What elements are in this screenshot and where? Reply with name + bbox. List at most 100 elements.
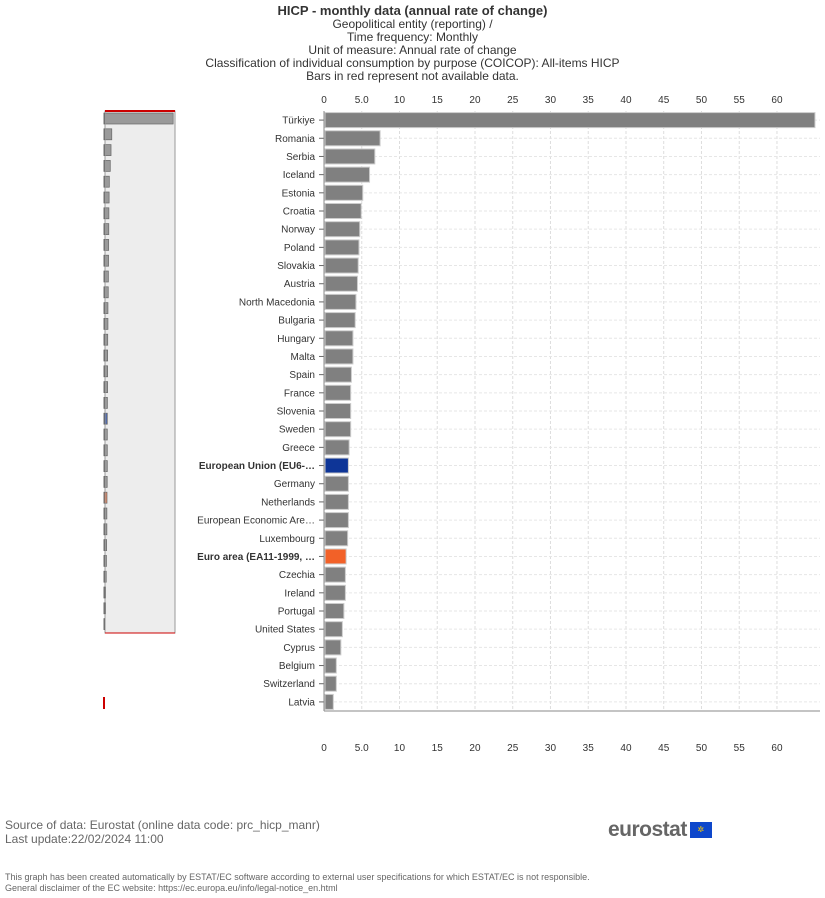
category-label: United States — [255, 625, 315, 636]
navigator-bar — [103, 223, 110, 235]
tick-label: 30 — [545, 95, 557, 106]
category-label: European Economic Are… — [197, 516, 315, 527]
chart-subtitle: Time frequency: Monthly — [347, 30, 478, 44]
tick-label: 20 — [469, 95, 481, 106]
bar — [324, 566, 346, 583]
tick-label: 50 — [696, 743, 708, 754]
bar — [324, 603, 345, 619]
bar — [324, 548, 347, 565]
navigator-window[interactable] — [104, 110, 176, 634]
category-label: Slovakia — [277, 261, 315, 272]
navigator-bar — [103, 397, 108, 409]
eurostat-logo: eurostat ✲ — [608, 818, 712, 842]
category-label: Hungary — [277, 334, 315, 345]
bar — [324, 257, 359, 274]
category-label: Türkiye — [282, 116, 315, 127]
tick-label: 55 — [734, 743, 746, 754]
category-label: Greece — [282, 443, 315, 454]
chart-subtitle: Geopolitical entity (reporting) / — [332, 17, 493, 31]
bar — [324, 275, 358, 292]
category-label: European Union (EU6-… — [199, 461, 315, 472]
bar — [324, 457, 349, 474]
tick-label: 10 — [394, 95, 406, 106]
category-label: Norway — [281, 225, 315, 236]
navigator-bar — [103, 254, 109, 267]
navigator-bar — [103, 128, 113, 141]
bar — [324, 675, 337, 692]
tick-label: 0 — [321, 95, 327, 106]
tick-label: 60 — [771, 743, 783, 754]
tick-label: 25 — [507, 95, 519, 106]
chart-subtitle: Classification of individual consumption… — [205, 56, 620, 70]
bar — [324, 493, 349, 510]
category-label: Iceland — [283, 170, 315, 181]
source-text: Source of data: Eurostat (online data co… — [5, 818, 320, 832]
logo-text: eurostat — [608, 818, 687, 841]
chart-subtitle: Unit of measure: Annual rate of change — [308, 43, 517, 57]
bar — [324, 312, 356, 329]
navigator-bar — [103, 460, 108, 472]
bar — [324, 293, 357, 310]
category-label: Germany — [274, 479, 315, 490]
tick-label: 45 — [658, 743, 670, 754]
tick-label: 25 — [507, 743, 519, 754]
bar — [324, 421, 352, 438]
category-label: Poland — [284, 243, 315, 254]
bar — [324, 221, 361, 238]
bar — [324, 530, 349, 547]
navigator-bar — [103, 302, 109, 314]
bar — [324, 657, 337, 674]
navigator-bar — [103, 239, 110, 251]
category-label: Switzerland — [263, 679, 315, 690]
bar — [324, 693, 334, 710]
tick-label: 40 — [620, 743, 632, 754]
navigator-bar — [103, 365, 108, 378]
category-label: Portugal — [278, 607, 315, 618]
bar — [324, 184, 364, 201]
disclaimer: This graph has been created automaticall… — [5, 872, 590, 882]
navigator-bar — [103, 191, 110, 204]
last-update: Last update:22/02/2024 11:00 — [5, 832, 164, 846]
bar — [324, 239, 360, 256]
category-label: Cyprus — [283, 643, 315, 654]
category-label: North Macedonia — [239, 297, 316, 308]
bar — [324, 512, 349, 529]
navigator-bar — [103, 175, 110, 188]
bar — [324, 330, 354, 347]
tick-label: 0 — [321, 743, 327, 754]
navigator-bar — [103, 428, 108, 441]
bar — [324, 475, 349, 492]
navigator-bar — [103, 270, 109, 283]
bar — [324, 112, 816, 129]
bar — [324, 403, 352, 419]
category-label: Netherlands — [261, 497, 315, 508]
category-label: Slovenia — [277, 407, 316, 418]
navigator-bar — [103, 444, 108, 457]
category-label: Estonia — [282, 188, 316, 199]
tick-label: 55 — [734, 95, 746, 106]
bar — [324, 639, 342, 656]
navigator-bar — [103, 112, 174, 125]
navigator-bar — [103, 160, 111, 172]
category-label: Romania — [275, 134, 315, 145]
category-label: Malta — [291, 352, 316, 363]
category-label: Czechia — [279, 570, 316, 581]
tick-label: 60 — [771, 95, 783, 106]
category-label: France — [284, 388, 316, 399]
bar — [324, 384, 352, 401]
navigator-bar — [103, 144, 112, 156]
navigator-na-marker — [103, 697, 105, 709]
tick-label: 35 — [583, 743, 595, 754]
tick-label: 10 — [394, 743, 406, 754]
tick-label: 15 — [432, 743, 444, 754]
tick-label: 50 — [696, 95, 708, 106]
tick-label: 20 — [469, 743, 481, 754]
bar — [324, 203, 362, 219]
tick-label: 5.0 — [355, 743, 369, 754]
category-label: Serbia — [286, 152, 315, 163]
tick-label: 40 — [620, 95, 632, 106]
navigator-bar — [103, 333, 109, 346]
category-label: Spain — [289, 370, 315, 381]
bar-chart: 0 0 5.0 5.0 10 10 15 15 20 20 25 25 30 30 35 35 40 40 45 45… — [103, 95, 820, 754]
tick-label: 15 — [432, 95, 444, 106]
